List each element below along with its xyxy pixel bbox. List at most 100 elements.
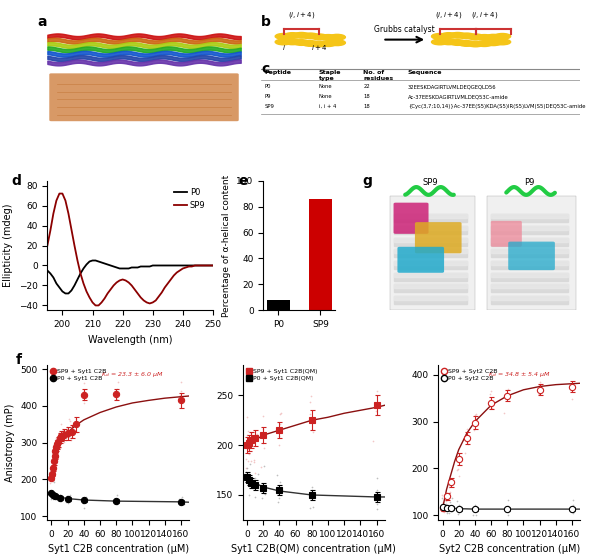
Point <box>568 380 578 389</box>
Point <box>176 386 186 395</box>
Point <box>568 508 578 517</box>
Point <box>307 391 316 400</box>
Point <box>244 447 254 456</box>
Circle shape <box>476 41 493 46</box>
Point <box>52 440 62 449</box>
Bar <box>491 273 568 277</box>
Point <box>47 473 56 482</box>
Point <box>502 503 511 511</box>
SP9 <box>110 282 117 289</box>
Point <box>67 422 77 431</box>
Point <box>50 455 60 464</box>
Bar <box>394 261 468 269</box>
Point <box>258 424 268 433</box>
Circle shape <box>293 32 310 38</box>
P0 <box>62 290 69 297</box>
Point <box>453 465 463 474</box>
Bar <box>394 285 468 292</box>
Point <box>273 470 282 479</box>
Point <box>566 503 575 511</box>
Point <box>471 501 480 510</box>
Bar <box>394 214 468 218</box>
Point <box>71 416 81 425</box>
Point <box>445 508 454 517</box>
Point <box>51 495 60 504</box>
SP9 <box>44 242 51 249</box>
Point <box>54 429 64 438</box>
Point <box>258 494 267 503</box>
Point <box>504 391 514 400</box>
Point <box>308 503 318 511</box>
SP9 <box>143 299 150 306</box>
Point <box>49 494 59 503</box>
Text: d: d <box>11 174 21 188</box>
Circle shape <box>302 41 318 46</box>
Point <box>472 510 481 519</box>
Point <box>305 398 315 407</box>
FancyBboxPatch shape <box>491 221 522 247</box>
Point <box>246 441 255 450</box>
Point <box>437 501 446 510</box>
Point <box>78 494 88 503</box>
Point <box>50 440 60 449</box>
Point <box>48 467 57 476</box>
Point <box>437 494 447 503</box>
Point <box>56 428 66 437</box>
Point <box>176 397 186 406</box>
Point <box>534 381 543 390</box>
Point <box>445 498 454 507</box>
FancyBboxPatch shape <box>487 196 576 310</box>
Point <box>447 494 456 503</box>
Point <box>486 387 496 396</box>
Point <box>50 454 60 463</box>
Point <box>243 478 253 487</box>
Point <box>568 501 578 510</box>
Point <box>243 476 253 485</box>
Point <box>243 473 252 482</box>
Point <box>503 385 513 394</box>
Point <box>71 415 81 424</box>
Legend: SP9 + Syt2 C2B, P0 + Syt2 C2B: SP9 + Syt2 C2B, P0 + Syt2 C2B <box>442 368 498 381</box>
Point <box>444 503 453 512</box>
Point <box>244 433 253 442</box>
Y-axis label: Ellipticity (mdeg): Ellipticity (mdeg) <box>3 204 13 287</box>
Point <box>243 463 252 472</box>
Point <box>455 453 465 462</box>
Bar <box>394 226 468 230</box>
Point <box>61 428 70 437</box>
Point <box>246 459 255 468</box>
Point <box>111 391 120 400</box>
Point <box>112 395 122 404</box>
Point <box>49 476 58 485</box>
Point <box>453 466 462 475</box>
SP9 <box>56 190 63 197</box>
Point <box>112 499 121 508</box>
Point <box>64 415 73 424</box>
Point <box>243 457 253 466</box>
Point <box>485 390 494 399</box>
Point <box>569 496 578 505</box>
Point <box>78 387 88 396</box>
Point <box>371 488 381 497</box>
Point <box>53 434 62 443</box>
Point <box>245 476 255 485</box>
Point <box>437 499 447 508</box>
Point <box>65 433 74 442</box>
Y-axis label: Anisotropy (mP): Anisotropy (mP) <box>5 404 15 482</box>
Bar <box>394 238 468 241</box>
Bar <box>394 238 468 245</box>
Bar <box>491 261 568 269</box>
Point <box>49 470 59 479</box>
Point <box>175 390 185 399</box>
Circle shape <box>494 34 511 39</box>
Point <box>79 395 89 404</box>
Point <box>56 495 65 504</box>
Point <box>242 464 251 473</box>
Point <box>55 435 65 444</box>
SP9 <box>158 289 165 296</box>
Text: None: None <box>318 84 332 89</box>
Point <box>246 456 256 465</box>
Point <box>66 435 75 444</box>
Point <box>307 485 317 494</box>
Line: SP9: SP9 <box>47 193 213 305</box>
